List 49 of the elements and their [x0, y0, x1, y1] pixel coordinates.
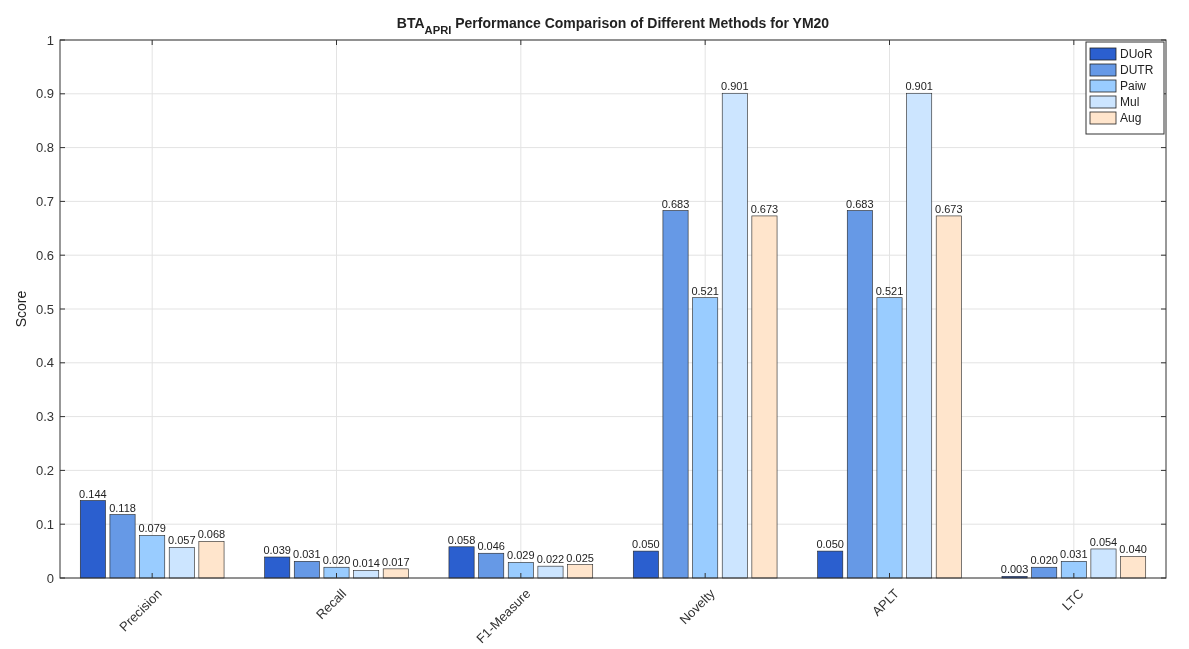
y-tick-label: 1 — [46, 32, 54, 48]
y-axis-title: Score — [13, 290, 29, 328]
data-label: 0.054 — [1089, 535, 1118, 548]
y-tick-label: 0 — [46, 570, 54, 586]
y-tick-label: 0.1 — [35, 516, 54, 532]
data-label: 0.521 — [691, 284, 719, 297]
data-label: 0.022 — [536, 553, 565, 566]
data-label: 0.068 — [197, 528, 226, 541]
y-tick-label: 0.2 — [35, 462, 54, 478]
x-tick-label: LTC — [1059, 585, 1087, 614]
data-label: 0.003 — [1000, 563, 1029, 576]
legend-label: DUoR — [1120, 47, 1154, 62]
data-label: 0.683 — [661, 197, 690, 210]
data-label: 0.031 — [293, 548, 321, 561]
data-label: 0.020 — [322, 554, 351, 567]
data-label: 0.057 — [168, 534, 196, 547]
legend-label: DUTR — [1120, 63, 1154, 78]
data-label: 0.901 — [905, 80, 933, 93]
y-tick-label: 0.8 — [35, 140, 54, 156]
y-tick-label: 0.3 — [35, 409, 54, 425]
data-label: 0.046 — [477, 540, 505, 553]
y-tick-label: 0.4 — [35, 355, 54, 371]
data-label: 0.031 — [1060, 548, 1088, 561]
data-label: 0.079 — [138, 522, 166, 535]
legend-label: Paiw — [1120, 79, 1147, 94]
y-tick-label: 0.9 — [35, 86, 54, 102]
data-label: 0.017 — [382, 555, 410, 568]
data-label: 0.673 — [935, 202, 963, 215]
data-label: 0.058 — [447, 533, 476, 546]
y-tick-label: 0.5 — [35, 301, 54, 317]
data-label: 0.521 — [875, 284, 904, 297]
data-label: 0.901 — [721, 80, 749, 93]
data-label: 0.118 — [109, 501, 136, 514]
data-label: 0.029 — [507, 549, 535, 562]
data-label: 0.020 — [1030, 554, 1058, 567]
y-tick-label: 0.7 — [35, 193, 54, 209]
data-label: 0.683 — [846, 197, 874, 210]
data-label: 0.039 — [263, 544, 291, 557]
legend-label: Mul — [1120, 95, 1140, 110]
data-label: 0.144 — [79, 487, 107, 500]
data-label: 0.040 — [1119, 543, 1147, 556]
y-tick-label: 0.6 — [35, 247, 54, 263]
data-label: 0.014 — [352, 557, 380, 570]
data-label: 0.673 — [750, 202, 779, 215]
data-label: 0.050 — [632, 538, 660, 551]
chart-title: BTA$_{APRI}$ Performance Comparison of Different Methods for YM20 — [396, 15, 830, 36]
data-label: 0.025 — [566, 551, 594, 564]
data-label: 0.050 — [816, 538, 844, 551]
legend-label: Aug — [1120, 111, 1142, 126]
